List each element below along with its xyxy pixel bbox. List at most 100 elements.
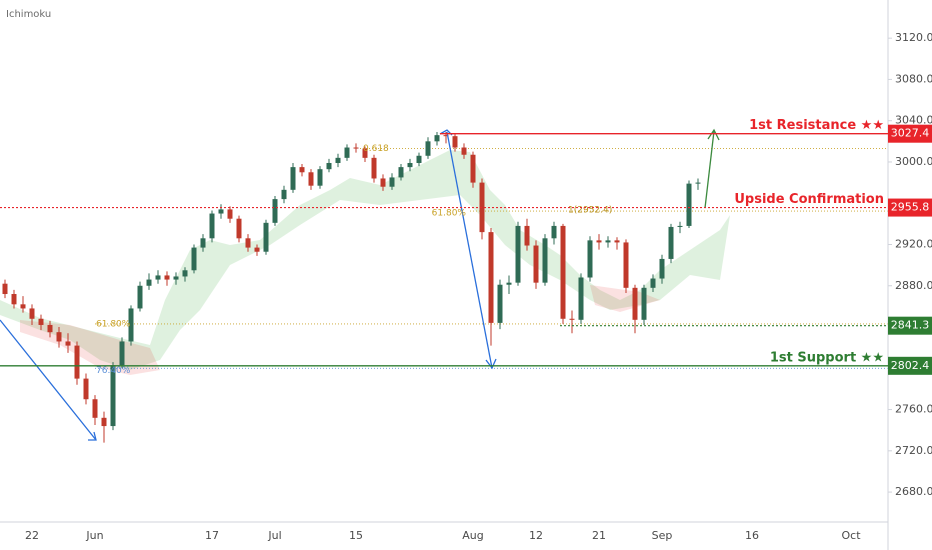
candle-body [605,240,611,243]
candle-body [128,308,134,342]
x-tick-label: Sep [652,529,673,542]
candle-body [137,285,143,309]
fib-annotation: 1(2952.4) [568,206,612,216]
candle-body [119,341,125,366]
candle-body [281,189,287,200]
candle-body [236,218,242,239]
arrow-head [707,128,720,141]
candle-body [488,232,494,323]
price-tag [888,356,932,375]
candle-body [380,178,386,187]
candle-body [524,225,530,246]
fib-label: 61.80% [96,319,131,329]
arrow-head [88,431,97,441]
candle-body [515,225,521,283]
x-tick-label: 15 [349,529,363,542]
candle-body [254,247,260,252]
candle-body [65,341,71,346]
price-tag [888,316,932,335]
candle-body [587,240,593,278]
arrow-head [485,358,497,370]
candle-body [668,226,674,259]
candle-body [110,365,116,427]
candle-body [416,155,422,163]
indicator-label: Ichimoku [6,9,51,20]
candle-body [695,182,701,184]
candle-body [263,222,269,252]
candle-body [551,225,557,239]
candle-body [155,275,161,280]
y-tick-label: 2920.0 [895,237,932,250]
price-tag-label: 2802.4 [891,359,930,372]
x-tick-label: Jul [267,529,281,542]
price-tag-label: 2841.3 [891,319,930,332]
candle-body [92,399,98,418]
candle-body [677,225,683,227]
y-tick-label: 3000.0 [895,155,932,168]
candle-body [11,294,17,305]
y-tick-label: 2880.0 [895,279,932,292]
candle-body [299,167,305,173]
candle-body [290,167,296,190]
candle-body [83,378,89,400]
candle-body [56,332,62,342]
level-label: 1st Resistance ★★ [749,118,884,133]
candle-body [506,282,512,285]
candle-body [227,209,233,219]
x-tick-label: 21 [592,529,606,542]
arrow [446,131,493,369]
candle-body [47,324,53,333]
candle-body [2,283,8,295]
candle-body [182,270,188,277]
y-tick-label: 3040.0 [895,114,932,127]
y-tick-label: 3120.0 [895,31,932,44]
candle-body [632,287,638,320]
candle-body [443,135,449,137]
candle-body [245,238,251,248]
candle-body [434,135,440,142]
candle-body [398,167,404,178]
candle-body [308,172,314,186]
level-label: 1st Support ★★ [770,350,884,365]
price-tag-label: 2955.8 [891,201,930,214]
candle-body [470,154,476,183]
candle-body [335,157,341,163]
arrow [0,319,97,441]
price-tag-label: 3027.4 [891,127,930,140]
candle-body [650,278,656,288]
fib-label: 0.618 [363,144,389,154]
y-tick-label: 2720.0 [895,444,932,457]
candle-body [272,199,278,223]
candle-body [542,238,548,283]
x-tick-label: Oct [841,529,861,542]
price-tag [888,198,932,217]
candle-body [326,162,332,170]
x-tick-label: Jun [85,529,103,542]
arrow [704,130,715,209]
candle-body [623,242,629,288]
candle-body [209,213,215,239]
candle-body [596,240,602,243]
candle-body [461,147,467,155]
candle-body [641,287,647,320]
ichimoku-cloud [0,150,730,370]
drawings [0,128,720,441]
y-tick-label: 2760.0 [895,403,932,416]
candle-body [659,258,665,279]
candle-body [686,183,692,226]
candle-body [173,276,179,280]
candle-body [20,304,26,309]
candle-body [371,157,377,179]
candle-body [164,275,170,280]
candle-body [38,318,44,325]
candle-body [425,141,431,156]
candle-body [146,279,152,286]
candle-body [569,318,575,320]
plot-area [2,132,888,443]
price-tag [888,124,932,143]
candle-body [362,148,368,158]
candle-body [29,308,35,319]
candle-body [200,238,206,248]
candle-body [389,177,395,187]
